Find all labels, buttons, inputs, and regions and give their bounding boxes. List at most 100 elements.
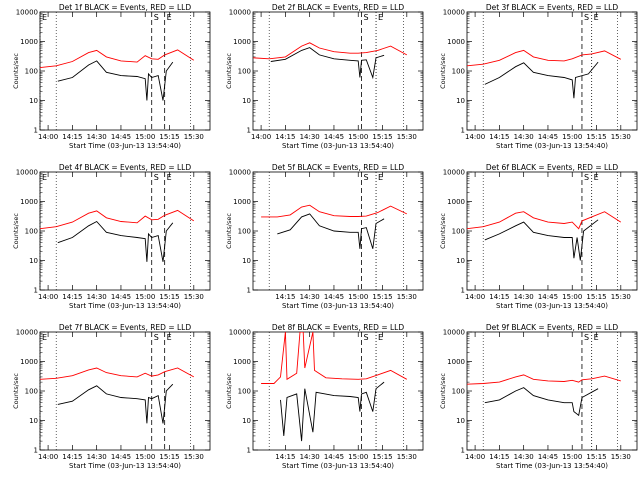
- series-lld: [261, 204, 407, 218]
- x-tick-label: 15:00: [348, 453, 368, 461]
- y-tick-label: 100: [25, 228, 38, 236]
- y-tick-label: 10000: [16, 329, 38, 337]
- x-tick-label: 15:30: [611, 133, 631, 141]
- interval-marker-label: S: [363, 333, 368, 342]
- y-tick-label: 10000: [229, 9, 251, 17]
- y-axis-label: Counts/sec: [225, 373, 233, 409]
- y-tick-label: 100: [452, 228, 465, 236]
- x-tick-label: 15:30: [611, 453, 631, 461]
- x-tick-label: 15:15: [586, 293, 606, 301]
- y-axis-label: Counts/sec: [225, 53, 233, 89]
- chart-title: Det 2f BLACK = Events, RED = LLD: [272, 3, 405, 12]
- y-tick-label: 1: [247, 127, 251, 135]
- y-tick-label: 1000: [233, 198, 251, 206]
- x-tick-label: 15:30: [397, 453, 417, 461]
- series-events: [277, 213, 385, 249]
- panel-det-5: Det 5f BLACK = Events, RED = LLD 1 10 100 10…: [225, 163, 424, 310]
- panel-det-2: Det 2f BLACK = Events, RED = LLD 1 10 100 10…: [225, 3, 424, 150]
- y-tick-label: 10000: [229, 169, 251, 177]
- interval-marker-label: S: [154, 13, 159, 22]
- plot-frame: [252, 331, 424, 451]
- y-axis-label: Counts/sec: [12, 53, 20, 89]
- x-tick-label: 15:00: [135, 453, 155, 461]
- y-tick-label: 10: [456, 417, 465, 425]
- x-tick-label: 14:30: [514, 453, 534, 461]
- series-lld: [40, 49, 195, 69]
- y-axis-label: Counts/sec: [12, 373, 20, 409]
- x-tick-label: 14:15: [275, 293, 295, 301]
- y-tick-label: 10000: [443, 169, 465, 177]
- interval-marker-label: S: [363, 173, 368, 182]
- y-axis-label: Counts/sec: [12, 213, 20, 249]
- y-tick-label: 1: [461, 127, 465, 135]
- y-tick-label: 100: [238, 228, 251, 236]
- y-axis-label: Counts/sec: [439, 213, 447, 249]
- interval-marker-label: S: [584, 173, 589, 182]
- y-tick-label: 10000: [443, 329, 465, 337]
- y-tick-label: 10: [456, 97, 465, 105]
- x-tick-label: 14:00: [38, 453, 58, 461]
- x-tick-label: 15:00: [562, 293, 582, 301]
- y-tick-label: 1: [34, 127, 38, 135]
- interval-marker-label: E: [378, 333, 383, 342]
- x-tick-label: 14:45: [111, 293, 131, 301]
- interval-marker-label: S: [154, 173, 159, 182]
- chart-title: Det 7f BLACK = Events, RED = LLD: [59, 323, 192, 332]
- plot-frame: [466, 11, 638, 131]
- series-lld: [40, 367, 195, 380]
- x-tick-label: 15:15: [372, 133, 392, 141]
- interval-marker-label: E: [42, 173, 47, 182]
- series-events: [57, 60, 174, 101]
- y-tick-label: 1000: [20, 38, 38, 46]
- y-tick-label: 1000: [447, 358, 465, 366]
- y-axis-label: Counts/sec: [439, 53, 447, 89]
- panel-det-3: Det 3f BLACK = Events, RED = LLD 1 10 100 10…: [439, 3, 638, 150]
- x-tick-label: 15:15: [159, 453, 179, 461]
- chart-title: Det 9f BLACK = Events, RED = LLD: [486, 323, 619, 332]
- x-tick-label: 15:15: [586, 133, 606, 141]
- series-lld: [261, 332, 408, 384]
- plot-frame: [252, 11, 424, 131]
- x-axis-label: Start Time (03-Jun-13 13:54:40): [282, 142, 394, 150]
- x-tick-label: 14:45: [538, 133, 558, 141]
- x-tick-label: 15:00: [562, 453, 582, 461]
- x-tick-label: 14:15: [489, 293, 509, 301]
- x-tick-label: 14:00: [465, 133, 485, 141]
- series-events: [484, 387, 599, 417]
- series-lld: [253, 42, 408, 60]
- y-tick-label: 1000: [233, 358, 251, 366]
- x-tick-label: 14:15: [62, 453, 82, 461]
- plot-frame: [466, 331, 638, 451]
- x-tick-label: 15:00: [135, 133, 155, 141]
- y-tick-label: 1000: [20, 358, 38, 366]
- chart-title: Det 1f BLACK = Events, RED = LLD: [59, 3, 192, 12]
- y-tick-label: 10: [456, 257, 465, 265]
- x-tick-label: 14:45: [111, 133, 131, 141]
- series-events: [484, 219, 599, 261]
- x-tick-label: 14:30: [300, 133, 320, 141]
- x-axis-label: Start Time (03-Jun-13 13:54:40): [496, 302, 608, 310]
- y-tick-label: 100: [238, 388, 251, 396]
- y-axis-label: Counts/sec: [225, 213, 233, 249]
- x-tick-label: 14:45: [538, 453, 558, 461]
- y-tick-label: 1: [34, 287, 38, 295]
- x-tick-label: 14:45: [324, 293, 344, 301]
- y-tick-label: 1: [461, 287, 465, 295]
- interval-marker-label: E: [378, 13, 383, 22]
- chart-title: Det 5f BLACK = Events, RED = LLD: [272, 163, 405, 172]
- y-tick-label: 10: [29, 97, 38, 105]
- panel-det-8: Det 8f BLACK = Events, RED = LLD 1 10 100 10…: [225, 323, 424, 470]
- series-lld: [40, 209, 195, 230]
- interval-marker-label: E: [167, 333, 172, 342]
- x-tick-label: 14:00: [465, 293, 485, 301]
- series-events: [57, 220, 174, 262]
- x-tick-label: 14:15: [489, 453, 509, 461]
- x-tick-label: 14:45: [111, 453, 131, 461]
- x-tick-label: 14:00: [251, 133, 271, 141]
- chart-title: Det 4f BLACK = Events, RED = LLD: [59, 163, 192, 172]
- series-events: [57, 383, 174, 424]
- plot-frame: [39, 11, 211, 131]
- y-tick-label: 10: [242, 257, 251, 265]
- plot-frame: [39, 331, 211, 451]
- x-tick-label: 14:30: [300, 453, 320, 461]
